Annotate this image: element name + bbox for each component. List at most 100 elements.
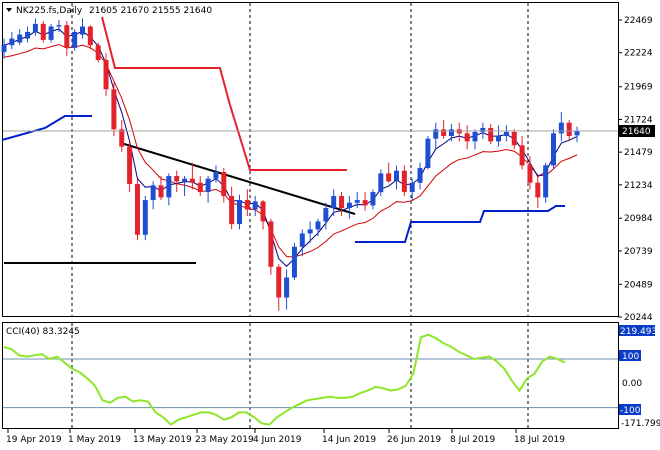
date-tick-label: 14 Jun 2019 <box>322 435 376 445</box>
lower-stop-line <box>1 115 92 141</box>
cci-line <box>3 333 566 426</box>
cci-bottom-label: -171.7996 <box>621 419 660 429</box>
date-tick-label: 4 Jun 2019 <box>253 435 302 445</box>
candle-body <box>1 45 7 52</box>
symbol-dropdown-icon[interactable] <box>6 8 12 12</box>
candle-body <box>260 201 266 222</box>
indicator-lines <box>1 16 565 264</box>
price-panel-frame <box>2 2 619 317</box>
candle-body <box>182 178 188 182</box>
candle-body <box>448 129 454 136</box>
date-tick-label: 26 Jun 2019 <box>387 435 441 445</box>
candle-body <box>315 221 321 230</box>
price-tick-label: 22224 <box>624 49 653 59</box>
ma-slow <box>3 43 578 258</box>
candle-body <box>441 129 447 136</box>
cci-series <box>3 333 566 426</box>
cci-level-lines <box>3 358 618 409</box>
candle-body <box>276 266 282 298</box>
cci-m100-label: -100 <box>620 406 641 416</box>
candle-body <box>307 229 313 234</box>
candle-body <box>401 170 407 193</box>
candle-body <box>519 145 525 166</box>
candle-body <box>197 182 203 193</box>
price-tick-label: 21724 <box>624 115 653 125</box>
candle-body <box>574 130 580 136</box>
candle-body <box>56 25 62 27</box>
date-tick-label: 23 May 2019 <box>195 435 254 445</box>
symbol-label: NK225.fs,Daily <box>16 6 83 16</box>
price-tick-label: 20739 <box>624 247 653 257</box>
candle-body <box>464 133 470 142</box>
cci-panel-frame <box>2 322 619 429</box>
price-tick-label: 20244 <box>624 313 653 323</box>
candle-body <box>166 176 172 198</box>
candle-body <box>346 202 352 209</box>
price-tick-label: 22469 <box>624 16 653 26</box>
date-axis: 19 Apr 2019 1 May 2019 13 May 2019 23 May 2… <box>6 429 565 445</box>
moving-averages <box>3 28 578 267</box>
candle-body <box>339 196 345 209</box>
candle-body <box>174 176 180 182</box>
candle-body <box>362 200 368 206</box>
candle-body <box>291 246 297 278</box>
candle-body <box>142 200 148 235</box>
trend-line <box>120 142 356 215</box>
candle-body <box>127 146 133 185</box>
candle-body <box>103 59 109 90</box>
candle-body <box>40 23 46 40</box>
candle-body <box>221 172 227 197</box>
cci-top-box <box>619 325 655 336</box>
candle-body <box>17 34 23 43</box>
current-price-label: 21640 <box>622 127 651 137</box>
date-tick-label: 13 May 2019 <box>133 435 192 445</box>
price-tick-label: 21234 <box>624 181 653 191</box>
candle-body <box>72 31 78 48</box>
candle-body <box>323 208 329 222</box>
candle-body <box>433 129 439 139</box>
candle-body <box>543 165 549 198</box>
candle-body <box>158 185 164 198</box>
candle-body <box>511 131 517 146</box>
price-tick-label: 21479 <box>624 148 653 158</box>
candle-body <box>25 31 31 39</box>
candle-body <box>551 133 556 166</box>
candle-body <box>370 192 376 206</box>
candle-body <box>354 200 360 203</box>
cci-m100-box <box>619 404 641 415</box>
candle-body <box>95 45 101 60</box>
candle-body <box>284 277 290 298</box>
candles <box>1 18 580 311</box>
price-tick-label: 21969 <box>624 83 653 93</box>
date-tick-label: 8 Jul 2019 <box>450 435 495 445</box>
candle-body <box>496 135 502 142</box>
candle-body <box>48 26 54 40</box>
candle-body <box>425 138 431 169</box>
candle-body <box>472 131 478 142</box>
ohlc-label: 21605 21670 21555 21640 <box>89 6 212 16</box>
candle-body <box>119 129 125 147</box>
candle-body <box>252 201 258 210</box>
candle-body <box>237 200 242 225</box>
candle-body <box>378 173 384 193</box>
candle-body <box>213 172 219 179</box>
lower-stop-line-2 <box>355 205 565 243</box>
candle-body <box>205 178 211 193</box>
candle-body <box>417 168 423 183</box>
candle-body <box>480 127 486 132</box>
candle-body <box>299 233 305 247</box>
ma-fast <box>3 28 578 267</box>
candle-body <box>9 38 15 46</box>
cci-0-label: 0.00 <box>622 379 642 389</box>
candle-body <box>331 196 337 209</box>
date-tick-label: 18 Jul 2019 <box>514 435 565 445</box>
candle-body <box>558 122 564 134</box>
candle-body <box>134 184 140 235</box>
upper-stop-line <box>101 16 347 171</box>
candle-body <box>150 185 156 201</box>
price-tick-label: 20984 <box>624 214 653 224</box>
cci-100-label: 100 <box>622 352 639 362</box>
candle-body <box>535 182 541 198</box>
cci-title: CCI(40) 83.3245 <box>6 327 80 337</box>
